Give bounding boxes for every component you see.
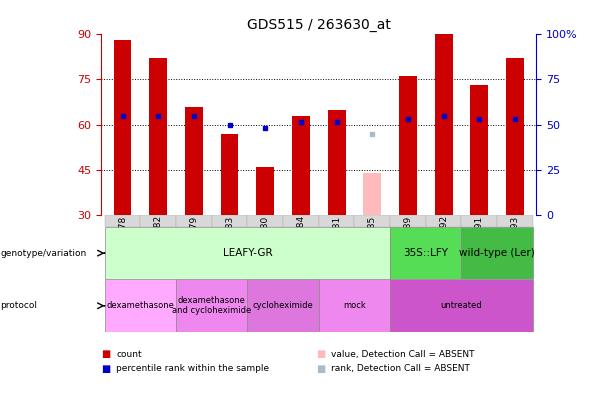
Text: GSM13785: GSM13785	[368, 215, 377, 264]
Bar	[506, 58, 524, 215]
Bar	[113, 40, 131, 215]
Text: cycloheximide: cycloheximide	[253, 301, 313, 310]
Text: GSM13789: GSM13789	[403, 215, 413, 264]
Text: dexamethasone: dexamethasone	[107, 301, 174, 310]
Text: GSM13781: GSM13781	[332, 215, 341, 264]
Bar	[462, 215, 497, 227]
Text: 35S::LFY: 35S::LFY	[403, 248, 448, 258]
Text: wild-type (Ler): wild-type (Ler)	[459, 248, 535, 258]
Bar	[462, 227, 533, 279]
Bar	[211, 215, 248, 227]
Bar	[390, 227, 462, 279]
Bar	[140, 215, 176, 227]
Bar	[221, 134, 238, 215]
Bar	[185, 107, 203, 215]
Text: GSM13792: GSM13792	[439, 215, 448, 264]
Text: GSM13793: GSM13793	[511, 215, 519, 264]
Bar	[292, 115, 310, 215]
Text: GSM13784: GSM13784	[297, 215, 305, 264]
Bar	[319, 279, 390, 332]
Bar	[150, 58, 167, 215]
Text: GSM13778: GSM13778	[118, 215, 127, 264]
Bar	[390, 215, 426, 227]
Bar	[364, 173, 381, 215]
Text: GSM13791: GSM13791	[475, 215, 484, 264]
Bar	[426, 215, 462, 227]
Text: GSM13783: GSM13783	[225, 215, 234, 264]
Text: untreated: untreated	[441, 301, 482, 310]
Bar	[283, 215, 319, 227]
Text: count: count	[116, 350, 142, 359]
Title: GDS515 / 263630_at: GDS515 / 263630_at	[247, 18, 390, 32]
Bar	[256, 166, 274, 215]
Bar	[390, 279, 533, 332]
Text: ■: ■	[316, 350, 325, 359]
Text: GSM13779: GSM13779	[189, 215, 199, 264]
Text: GSM13780: GSM13780	[261, 215, 270, 264]
Bar	[354, 215, 390, 227]
Bar	[105, 227, 390, 279]
Bar	[105, 215, 140, 227]
Text: GSM13782: GSM13782	[154, 215, 162, 264]
Bar	[497, 215, 533, 227]
Text: protocol: protocol	[1, 301, 37, 310]
Bar	[176, 279, 248, 332]
Text: percentile rank within the sample: percentile rank within the sample	[116, 364, 270, 373]
Text: dexamethasone
and cycloheximide: dexamethasone and cycloheximide	[172, 296, 251, 315]
Bar	[319, 215, 354, 227]
Text: value, Detection Call = ABSENT: value, Detection Call = ABSENT	[331, 350, 474, 359]
Text: genotype/variation: genotype/variation	[1, 249, 87, 258]
Text: LEAFY-GR: LEAFY-GR	[223, 248, 272, 258]
Bar	[328, 109, 346, 215]
Bar	[399, 77, 417, 215]
Text: rank, Detection Call = ABSENT: rank, Detection Call = ABSENT	[331, 364, 470, 373]
Bar	[248, 279, 319, 332]
Bar	[470, 85, 488, 215]
Text: ■: ■	[101, 350, 110, 359]
Bar	[435, 34, 452, 215]
Text: ■: ■	[101, 364, 110, 373]
Text: ■: ■	[316, 364, 325, 373]
Bar	[248, 215, 283, 227]
Bar	[105, 279, 176, 332]
Bar	[176, 215, 211, 227]
Text: mock: mock	[343, 301, 366, 310]
